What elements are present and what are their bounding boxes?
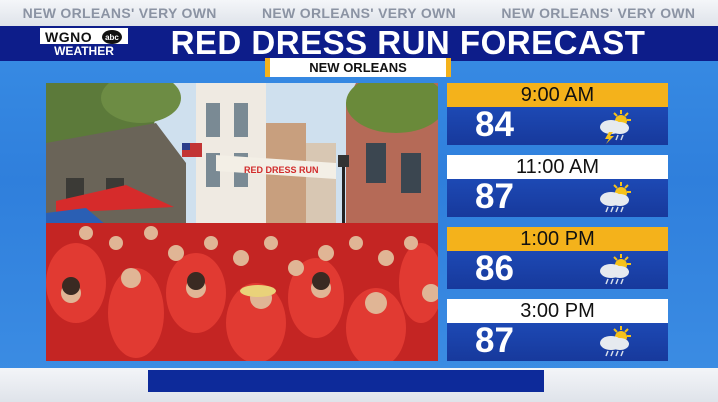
partly-cloudy-rain-icon [600, 326, 631, 357]
forecast-temp: 87 [475, 321, 514, 360]
forecast-body: 86 [447, 249, 668, 289]
ticker-text: NEW ORLEANS' VERY OWN [501, 5, 696, 21]
logo-call-letters: WGNO [45, 29, 93, 45]
location-label: NEW ORLEANS [265, 58, 451, 77]
forecast-time: 9:00 AM [447, 83, 668, 107]
forecast-temp: 87 [475, 177, 514, 216]
partly-cloudy-rain-icon [600, 182, 631, 213]
ticker-text: NEW ORLEANS' VERY OWN [22, 5, 217, 21]
forecast-temp: 86 [475, 249, 514, 288]
forecast-body: 87 [447, 177, 668, 217]
forecast-body: 84 [447, 105, 668, 145]
crowd-photo-illustration: RED DRESS RUN [46, 83, 438, 361]
forecast-slot: 3:00 PM 87 [447, 299, 668, 361]
forecast-slot: 1:00 PM 86 [447, 227, 668, 289]
top-ticker: NEW ORLEANS' VERY OWN NEW ORLEANS' VERY … [0, 0, 718, 26]
forecast-body: 87 [447, 321, 668, 361]
forecast-time: 1:00 PM [447, 227, 668, 251]
partly-cloudy-rain-icon [600, 254, 631, 285]
forecast-temp: 84 [475, 105, 514, 144]
partly-cloudy-thunderstorm-icon [600, 110, 631, 144]
forecast-time: 3:00 PM [447, 299, 668, 323]
banner-text: RED DRESS RUN [244, 165, 319, 175]
ticker-text: NEW ORLEANS' VERY OWN [262, 5, 456, 21]
forecast-time: 11:00 AM [447, 155, 668, 179]
logo-subtitle: WEATHER [40, 44, 128, 59]
network-logo: abc [102, 30, 122, 44]
forecast-slot: 11:00 AM 87 [447, 155, 668, 217]
lower-third-bar [148, 370, 544, 392]
page-title: RED DRESS RUN FORECAST [170, 24, 646, 61]
forecast-slot: 9:00 AM 84 [447, 83, 668, 145]
event-photo: RED DRESS RUN [46, 83, 438, 361]
station-logo: WGNO abc WEATHER [38, 26, 130, 61]
